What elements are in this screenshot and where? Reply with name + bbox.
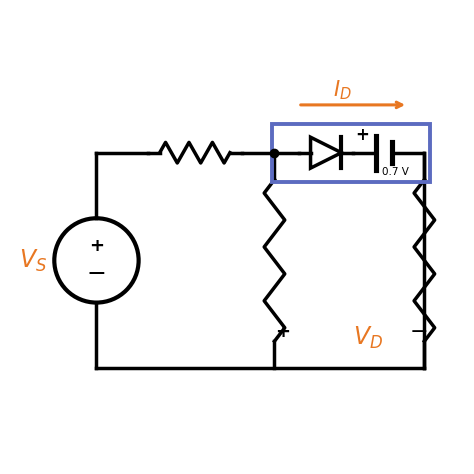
Text: +: + xyxy=(356,126,369,144)
Text: +: + xyxy=(275,323,291,341)
Text: −: − xyxy=(87,262,106,285)
Text: $V_S$: $V_S$ xyxy=(19,247,47,273)
Text: +: + xyxy=(89,237,104,255)
Text: −: − xyxy=(410,322,428,342)
Text: $I_D$: $I_D$ xyxy=(333,79,352,102)
Polygon shape xyxy=(310,137,341,168)
Text: $V_D$: $V_D$ xyxy=(353,325,383,351)
Text: 0.7 V: 0.7 V xyxy=(382,167,409,177)
Bar xyxy=(272,124,430,182)
